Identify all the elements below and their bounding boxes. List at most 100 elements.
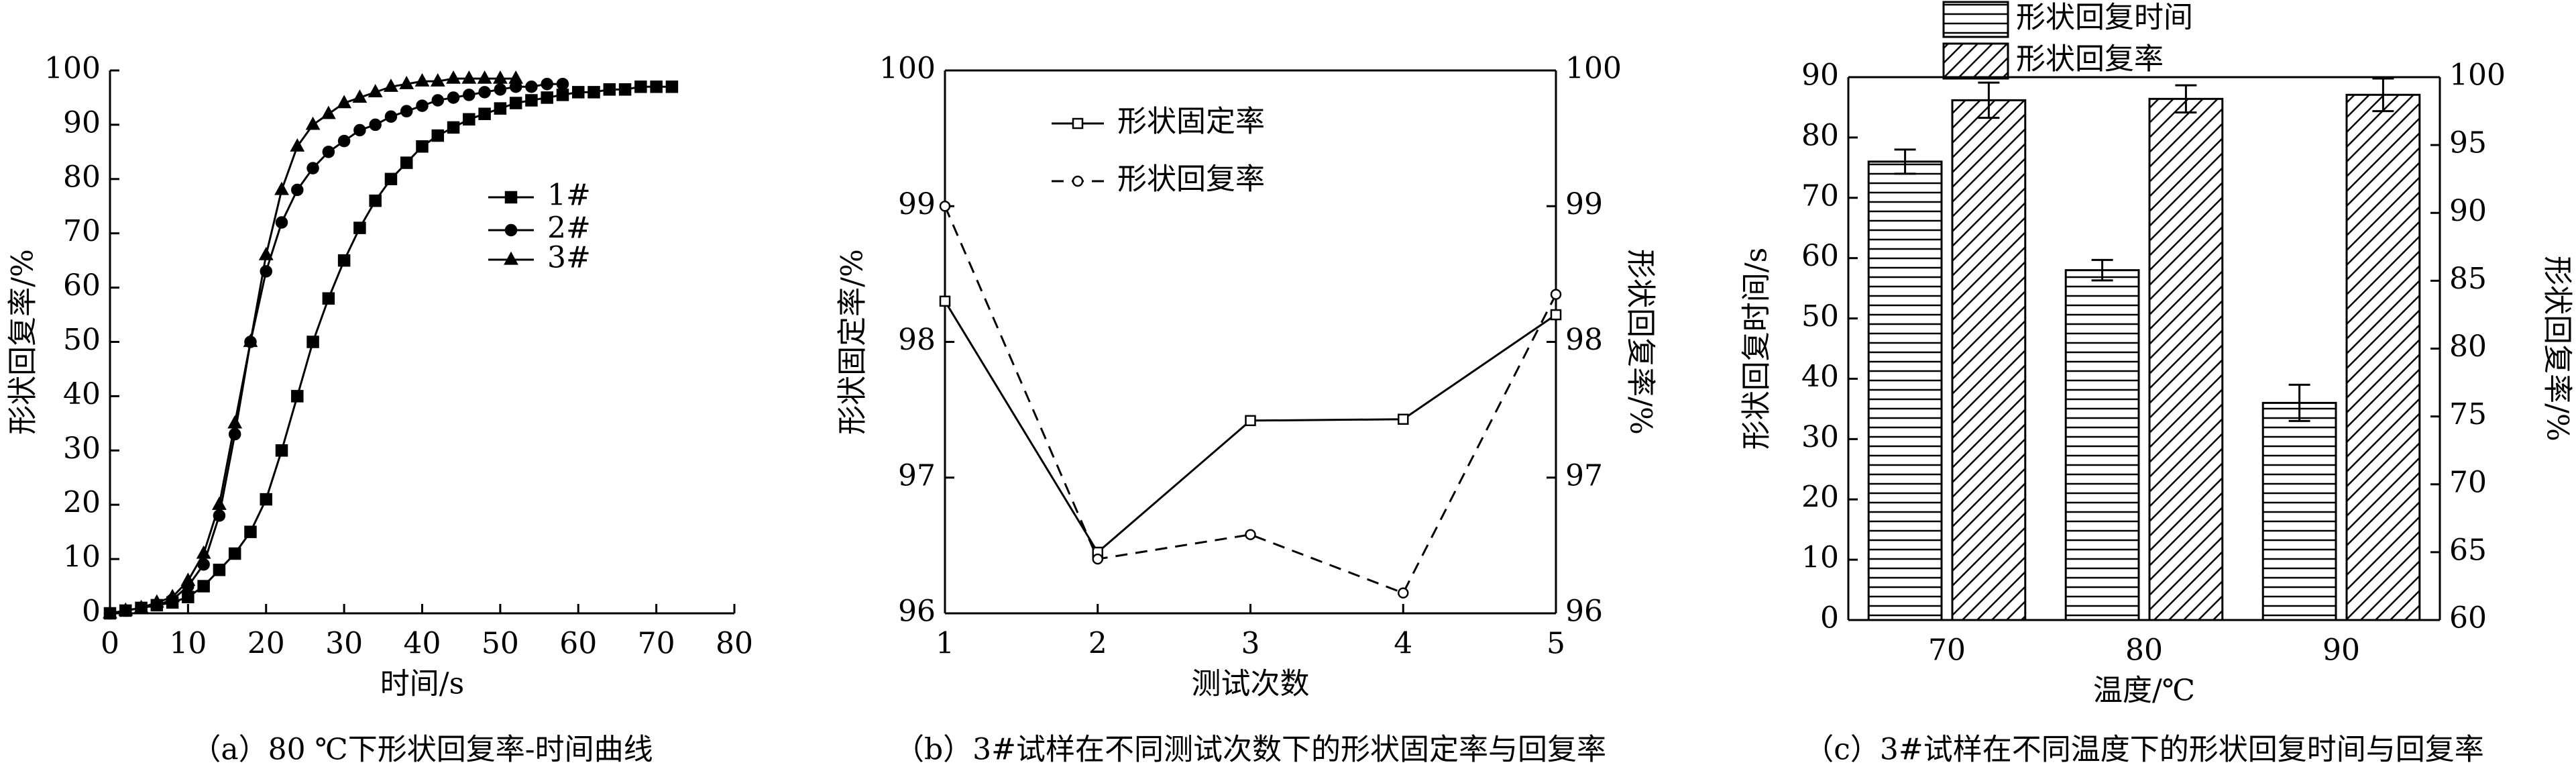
caption: （a）80 ℃下形状回复率-时间曲线 bbox=[191, 733, 653, 767]
marker bbox=[463, 89, 475, 101]
x-tick-label: 3 bbox=[1241, 627, 1260, 661]
y-tick-label: 30 bbox=[63, 431, 101, 466]
y-tick-label: 20 bbox=[63, 486, 101, 520]
y-tick-label: 50 bbox=[1801, 299, 1839, 334]
marker bbox=[400, 156, 413, 169]
marker bbox=[368, 84, 383, 98]
marker bbox=[103, 605, 117, 619]
series-line bbox=[109, 83, 563, 615]
marker bbox=[494, 102, 507, 115]
y-tick-label: 80 bbox=[1801, 118, 1839, 152]
y2-tick-label: 70 bbox=[2449, 465, 2487, 499]
marker bbox=[618, 83, 632, 96]
marker bbox=[587, 86, 600, 99]
x-axis-title: 测试次数 bbox=[1192, 667, 1310, 701]
series-line bbox=[109, 85, 672, 615]
y2-tick-label: 98 bbox=[1565, 323, 1603, 357]
legend-label: 形状固定率 bbox=[1117, 105, 1265, 139]
y-tick-label: 90 bbox=[63, 105, 101, 140]
y2-tick-label: 60 bbox=[2449, 601, 2487, 635]
bar bbox=[2345, 93, 2421, 621]
marker bbox=[399, 76, 414, 89]
y-tick-label: 90 bbox=[1801, 58, 1839, 93]
marker bbox=[572, 86, 585, 99]
marker bbox=[196, 545, 211, 559]
marker bbox=[508, 70, 524, 84]
marker bbox=[525, 81, 538, 93]
legend-label: 形状回复时间 bbox=[2016, 1, 2193, 35]
marker bbox=[939, 295, 951, 307]
marker bbox=[541, 77, 553, 91]
x-tick-label: 70 bbox=[1928, 633, 1966, 668]
marker bbox=[291, 390, 304, 403]
marker bbox=[634, 81, 647, 93]
legend-marker bbox=[504, 191, 518, 204]
marker bbox=[165, 588, 180, 603]
y-tick-label: 60 bbox=[1801, 239, 1839, 273]
marker bbox=[541, 91, 553, 104]
y-tick-label: 80 bbox=[63, 160, 101, 194]
marker bbox=[258, 246, 274, 260]
marker bbox=[337, 254, 351, 267]
y-tick-label: 0 bbox=[1820, 601, 1839, 635]
marker bbox=[400, 105, 413, 117]
marker bbox=[384, 172, 398, 186]
marker bbox=[478, 86, 491, 99]
x-tick-label: 50 bbox=[482, 627, 519, 661]
marker bbox=[650, 81, 663, 93]
marker bbox=[603, 83, 616, 96]
marker bbox=[477, 70, 492, 84]
legend-label: 2# bbox=[547, 211, 591, 246]
y-tick-label: 100 bbox=[879, 52, 936, 86]
y-tick-label: 40 bbox=[1801, 360, 1839, 394]
marker bbox=[212, 497, 227, 510]
y-axis-title: 形状回复时间/s bbox=[1740, 248, 1774, 450]
marker bbox=[939, 201, 951, 212]
y-axis-title: 形状回复率/% bbox=[6, 249, 40, 435]
marker bbox=[556, 77, 569, 91]
y-tick-label: 60 bbox=[63, 268, 101, 303]
marker bbox=[525, 94, 538, 107]
x-tick-label: 20 bbox=[247, 627, 285, 661]
caption: （c）3#试样在不同温度下的形状回复时间与回复率 bbox=[1804, 733, 2484, 767]
marker bbox=[384, 79, 398, 92]
series-line bbox=[944, 301, 1557, 554]
y2-tick-label: 75 bbox=[2449, 397, 2487, 431]
marker bbox=[556, 89, 569, 101]
marker bbox=[290, 138, 305, 152]
marker bbox=[353, 123, 366, 137]
y-axis-title: 形状固定率/% bbox=[836, 249, 870, 435]
legend-marker bbox=[1072, 117, 1084, 130]
x-axis-title: 时间/s bbox=[380, 667, 464, 701]
marker bbox=[431, 94, 445, 107]
marker bbox=[461, 70, 477, 84]
marker bbox=[260, 493, 272, 506]
legend-label: 形状回复率 bbox=[1117, 162, 1265, 197]
y-tick-label: 97 bbox=[898, 458, 936, 493]
y-tick-label: 99 bbox=[898, 187, 936, 221]
x-tick-label: 80 bbox=[2125, 633, 2163, 668]
marker bbox=[182, 591, 194, 603]
marker bbox=[243, 334, 258, 348]
y2-tick-label: 90 bbox=[2449, 194, 2487, 228]
marker bbox=[369, 194, 382, 207]
error-bar bbox=[1894, 148, 1916, 175]
y-tick-label: 10 bbox=[63, 540, 101, 574]
marker bbox=[291, 183, 304, 197]
y2-tick-label: 80 bbox=[2449, 329, 2487, 364]
y-tick-label: 10 bbox=[1801, 541, 1839, 575]
error-bar bbox=[2288, 383, 2310, 422]
legend-swatch bbox=[1942, 1, 2009, 38]
marker bbox=[665, 81, 679, 93]
marker bbox=[430, 72, 445, 87]
x-tick-label: 90 bbox=[2322, 633, 2360, 668]
x-tick-label: 80 bbox=[716, 627, 753, 661]
x-tick-label: 5 bbox=[1547, 627, 1565, 661]
marker bbox=[494, 83, 507, 96]
error-bar bbox=[1978, 81, 2000, 119]
bar bbox=[2064, 269, 2140, 621]
marker bbox=[305, 116, 321, 130]
x-tick-label: 10 bbox=[169, 627, 207, 661]
x-tick-label: 1 bbox=[936, 627, 954, 661]
legend-marker bbox=[504, 251, 518, 265]
